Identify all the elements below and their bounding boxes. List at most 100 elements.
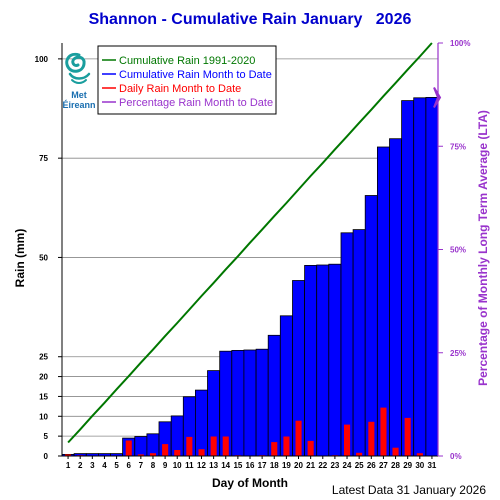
x-tick-label-24: 24 [343, 461, 352, 470]
x-tick-label-3: 3 [90, 461, 95, 470]
cumulative-bar-day-21 [304, 264, 318, 457]
cumulative-bar-day-25 [352, 229, 366, 457]
logo-swirl-icon [65, 52, 91, 84]
daily-bar-day-28 [392, 447, 399, 456]
y-axis-label: Rain (mm) [13, 229, 27, 288]
y2-tick-label-4: 100% [450, 39, 470, 48]
x-tick-label-14: 14 [221, 461, 230, 470]
x-tick-label-4: 4 [102, 461, 107, 470]
y-tick-label-20: 20 [39, 373, 48, 382]
y2-tick-label-3: 75% [450, 142, 466, 151]
cumulative-bar-day-19 [279, 315, 293, 457]
x-tick-label-6: 6 [126, 461, 131, 470]
x-tick-label-31: 31 [427, 461, 436, 470]
x-tick-label-18: 18 [270, 461, 279, 470]
cumulative-bars [61, 97, 439, 457]
y2-tick-label-2: 50% [450, 246, 466, 255]
cumulative-bar-day-16 [243, 349, 257, 457]
logo-text-met: Met [71, 90, 87, 100]
x-tick-label-10: 10 [173, 461, 182, 470]
x-tick-label-17: 17 [258, 461, 267, 470]
lta-line-layer [67, 42, 433, 444]
y2-tick-label-0: 0% [450, 452, 462, 461]
x-tick-label-29: 29 [403, 461, 412, 470]
y-tick-label-15: 15 [39, 392, 48, 401]
y-tick-label-100: 100 [35, 55, 49, 64]
lta-line [67, 42, 433, 444]
daily-bar-day-7 [137, 454, 144, 456]
cumulative-bar-day-12 [194, 389, 208, 457]
x-tick-label-27: 27 [379, 461, 388, 470]
y-tick-label-10: 10 [39, 412, 48, 421]
cumulative-bar-day-28 [389, 138, 403, 457]
daily-bar-day-26 [368, 421, 375, 456]
cumulative-bar-day-15 [231, 349, 245, 457]
cumulative-bar-day-30 [413, 97, 427, 457]
x-tick-label-22: 22 [318, 461, 327, 470]
daily-bar-day-11 [186, 436, 193, 456]
y-tick-label-50: 50 [39, 253, 48, 262]
x-tick-label-20: 20 [294, 461, 303, 470]
daily-bar-day-10 [174, 450, 181, 456]
cumulative-bar-day-24 [340, 232, 354, 457]
percentage-marker-arrow [433, 86, 442, 109]
daily-bar-day-8 [149, 453, 156, 456]
y2-tick-labels: 0% 25% 50% 75% 100% [438, 39, 470, 461]
legend-entry-daily: Daily Rain Month to Date [119, 83, 241, 95]
x-tick-labels: 1 2 3 4 5 6 7 8 9 10 11 12 13 14 15 16 17 18 19 20 21 22 23 24 2… [66, 456, 437, 470]
y-tick-labels: 0 5 10 15 20 25 50 75 100 [35, 55, 62, 461]
y-tick-label-0: 0 [44, 452, 49, 461]
daily-bar-day-30 [416, 453, 423, 456]
daily-bar-day-6 [125, 440, 132, 456]
daily-bar-day-12 [198, 449, 205, 456]
cumulative-bar-day-26 [364, 195, 378, 457]
met-eireann-logo: Met Éireann [62, 52, 96, 110]
cumulative-bar-day-7 [134, 436, 148, 457]
x-tick-label-9: 9 [163, 461, 168, 470]
chart-title: Shannon - Cumulative Rain January 2026 [89, 11, 412, 28]
daily-bar-day-24 [344, 424, 351, 456]
x-tick-label-28: 28 [391, 461, 400, 470]
x-tick-label-25: 25 [355, 461, 364, 470]
daily-bar-day-19 [283, 436, 290, 456]
legend-box [97, 45, 277, 115]
y2-tick-label-1: 25% [450, 349, 466, 358]
x-tick-label-19: 19 [282, 461, 291, 470]
daily-bar-day-9 [162, 444, 169, 456]
cumulative-bar-day-18 [267, 334, 281, 457]
x-tick-label-21: 21 [306, 461, 315, 470]
x-tick-label-15: 15 [233, 461, 242, 470]
x-tick-label-8: 8 [151, 461, 156, 470]
legend: Cumulative Rain 1991-2020 Cumulative Rai… [97, 45, 277, 115]
daily-bar-day-1 [65, 454, 72, 456]
y-tick-label-5: 5 [44, 432, 49, 441]
daily-bar-day-18 [271, 442, 278, 456]
x-tick-label-12: 12 [197, 461, 206, 470]
y2-axis-label: Percentage of Monthly Long Term Average … [476, 110, 490, 386]
cumulative-bar-day-22 [316, 264, 330, 457]
latest-data-text: Latest Data 31 January 2026 [332, 483, 486, 497]
cumulative-bar-day-23 [328, 263, 342, 457]
daily-bar-day-27 [380, 407, 387, 456]
logo-text-eireann: Éireann [62, 100, 95, 110]
cumulative-bar-day-29 [401, 100, 415, 457]
y-tick-label-25: 25 [39, 353, 48, 362]
x-tick-label-30: 30 [415, 461, 424, 470]
percentage-marker-layer [433, 86, 442, 109]
x-tick-label-5: 5 [114, 461, 119, 470]
x-tick-label-1: 1 [66, 461, 71, 470]
daily-bar-day-13 [210, 436, 217, 456]
daily-bar-day-21 [307, 440, 314, 456]
y-tick-label-75: 75 [39, 154, 48, 163]
legend-entry-lta: Cumulative Rain 1991-2020 [119, 55, 255, 67]
daily-bar-day-25 [356, 452, 363, 456]
x-tick-label-16: 16 [246, 461, 255, 470]
cumulative-bar-day-10 [170, 415, 184, 457]
cumulative-bar-day-17 [255, 348, 269, 457]
cumulative-bar-day-8 [146, 433, 160, 457]
x-tick-label-11: 11 [185, 461, 194, 470]
daily-bar-day-29 [404, 417, 411, 456]
x-axis-label: Day of Month [212, 476, 288, 490]
legend-entry-cumulative: Cumulative Rain Month to Date [119, 69, 272, 81]
